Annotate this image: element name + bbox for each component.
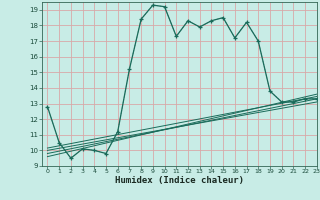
X-axis label: Humidex (Indice chaleur): Humidex (Indice chaleur) xyxy=(115,176,244,185)
